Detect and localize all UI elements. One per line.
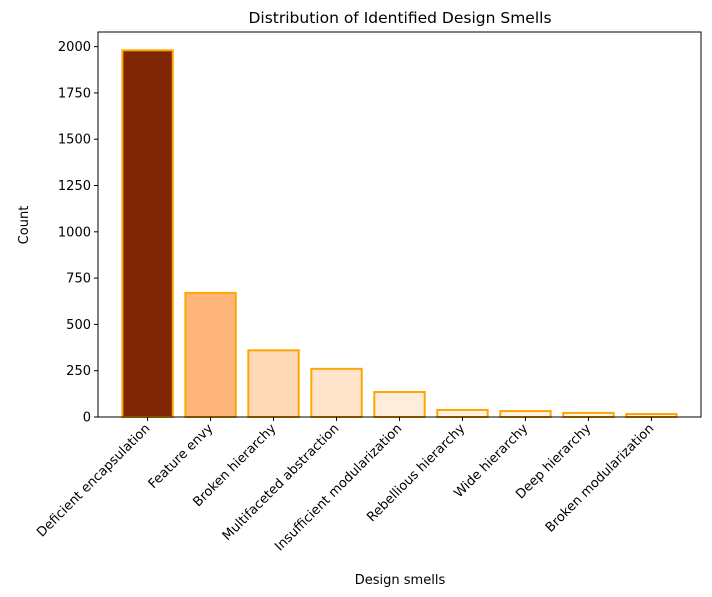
x-tick-label: Feature envy	[146, 421, 217, 492]
y-tick-label: 1500	[58, 133, 91, 148]
x-tick-label: Deficient encapsulation	[34, 421, 153, 540]
y-tick-label: 0	[83, 411, 91, 426]
x-tick-label: Multifaceted abstraction	[220, 421, 343, 544]
plot	[121, 49, 678, 419]
bar	[499, 410, 552, 418]
bar	[436, 408, 489, 418]
bar	[373, 391, 426, 418]
y-tick-label: 2000	[58, 40, 91, 55]
chart-title: Distribution of Identified Design Smells	[248, 9, 551, 27]
y-tick-label: 250	[66, 364, 91, 379]
x-axis-label: Design smells	[355, 573, 446, 588]
y-tick-label: 500	[66, 318, 91, 333]
y-tick-label: 750	[66, 272, 91, 287]
bar	[184, 291, 237, 419]
bar	[121, 49, 174, 418]
bar	[247, 349, 300, 419]
bar	[310, 367, 363, 418]
bar	[562, 411, 615, 419]
y-tick-label: 1000	[58, 225, 91, 240]
x-tick-label: Broken modularization	[543, 421, 657, 535]
y-axis-label: Count	[17, 206, 32, 245]
x-tick-label: Insufficient modularization	[272, 421, 405, 554]
y-tick-label: 1250	[58, 179, 91, 194]
y-tick-label: 1750	[58, 86, 91, 101]
